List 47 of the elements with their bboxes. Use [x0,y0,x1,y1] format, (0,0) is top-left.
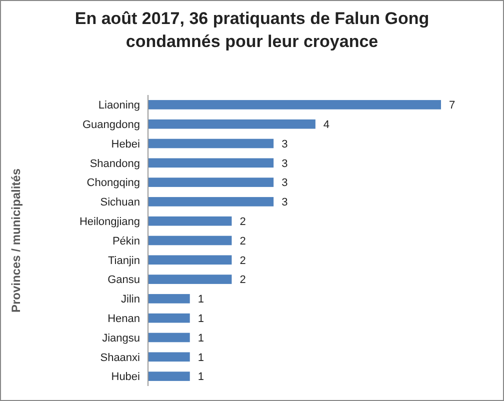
data-label: 1 [198,352,204,364]
data-label: 4 [323,118,330,131]
y-tick-label: Shaanxi [100,352,140,364]
bar [148,197,274,206]
bar [148,100,441,110]
bar [148,352,190,362]
bar [148,119,316,129]
bar [148,236,232,246]
y-tick-label: Liaoning [98,100,140,112]
data-label: 2 [240,254,246,267]
data-label: 3 [282,196,288,209]
data-label: 1 [198,312,204,325]
y-tick-label: Shandong [90,158,140,170]
bar [148,294,190,304]
y-tick-label: Sichuan [100,196,140,209]
y-tick-label: Jilin [121,294,140,306]
bar [148,216,232,226]
data-label: 2 [240,235,246,248]
data-label: 3 [282,158,288,170]
data-label: 2 [240,274,246,286]
bar [148,332,190,342]
bar [148,313,190,323]
y-tick-label: Pékin [112,235,140,248]
y-tick-label: Guangdong [82,118,140,131]
y-tick-label: Hebei [111,138,140,150]
bar [148,255,232,265]
data-label: 1 [198,294,204,306]
y-tick-label: Gansu [108,274,140,286]
bar [148,138,274,148]
y-tick-label: Chongqing [86,177,140,190]
y-tick-label: Hubei [111,371,140,384]
y-tick-label: Henan [108,312,140,325]
bar [148,158,274,168]
data-label: 1 [198,371,204,384]
bar [148,372,190,381]
y-tick-label: Jiangsu [102,332,140,344]
y-tick-label: Heilongjiang [79,216,140,228]
data-label: 1 [198,332,204,344]
chart-title: En août 2017, 36 pratiquants de Falun Gong condamnés pour leur croyance [74,9,430,51]
y-tick-label: Tianjin [108,254,140,267]
data-label: 7 [449,100,456,112]
data-label: 3 [282,138,288,150]
data-label: 3 [282,177,288,190]
data-label: 2 [240,216,246,228]
y-axis-title: Provinces / municipalités [9,168,23,313]
bar [148,274,232,284]
bar [148,178,274,187]
